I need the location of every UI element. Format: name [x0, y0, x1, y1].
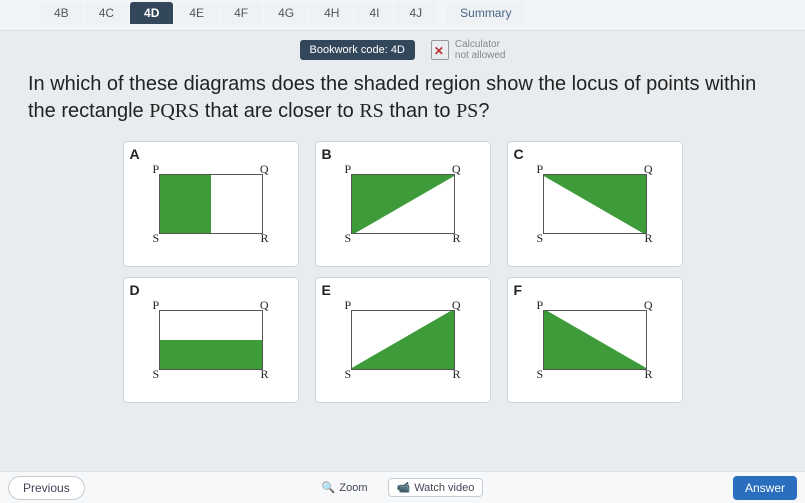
- diagram-e: P Q S R: [341, 300, 465, 380]
- bottom-bar: Previous 🔍 Zoom 📹 Watch video Answer: [0, 471, 805, 503]
- tab-4g[interactable]: 4G: [264, 2, 308, 24]
- diagram-b: P Q S R: [341, 164, 465, 244]
- option-f[interactable]: F P Q S R: [507, 277, 683, 403]
- tab-4d[interactable]: 4D: [130, 2, 173, 24]
- search-icon: 🔍: [322, 481, 336, 494]
- options-grid: A P Q S R B P Q S R C P Q S R: [0, 135, 805, 403]
- tab-summary[interactable]: Summary: [446, 2, 525, 24]
- diagram-d: P Q S R: [149, 300, 273, 380]
- tab-bar: 4B 4C 4D 4E 4F 4G 4H 4I 4J Summary: [0, 0, 805, 31]
- option-e[interactable]: E P Q S R: [315, 277, 491, 403]
- shaded-region: [544, 310, 647, 369]
- bookwork-badge: Bookwork code: 4D: [300, 40, 415, 60]
- diagram-c: P Q S R: [533, 164, 657, 244]
- shaded-region: [352, 175, 455, 234]
- calc-line2: not allowed: [455, 50, 506, 61]
- tab-4e[interactable]: 4E: [175, 2, 218, 24]
- calculator-icon: ✕: [431, 40, 449, 60]
- tab-4i[interactable]: 4I: [355, 2, 393, 24]
- zoom-button[interactable]: 🔍 Zoom: [322, 481, 368, 494]
- shaded-region: [351, 310, 454, 369]
- diagram-f: P Q S R: [533, 300, 657, 380]
- tab-4b[interactable]: 4B: [40, 2, 83, 24]
- question-text: In which of these diagrams does the shad…: [0, 67, 805, 135]
- tab-4j[interactable]: 4J: [395, 2, 436, 24]
- option-c[interactable]: C P Q S R: [507, 141, 683, 267]
- calc-line1: Calculator: [455, 39, 506, 50]
- tab-4c[interactable]: 4C: [85, 2, 128, 24]
- shaded-region: [160, 340, 262, 369]
- calculator-status: ✕ Calculator not allowed: [431, 39, 506, 61]
- option-b[interactable]: B P Q S R: [315, 141, 491, 267]
- answer-button[interactable]: Answer: [733, 476, 797, 500]
- option-letter: E: [322, 282, 331, 298]
- tab-4h[interactable]: 4H: [310, 2, 353, 24]
- diagram-a: P Q S R: [149, 164, 273, 244]
- option-letter: F: [514, 282, 523, 298]
- option-d[interactable]: D P Q S R: [123, 277, 299, 403]
- meta-row: Bookwork code: 4D ✕ Calculator not allow…: [0, 31, 805, 67]
- option-a[interactable]: A P Q S R: [123, 141, 299, 267]
- option-letter: C: [514, 146, 524, 162]
- option-letter: A: [130, 146, 140, 162]
- option-letter: D: [130, 282, 140, 298]
- previous-button[interactable]: Previous: [8, 476, 85, 500]
- option-letter: B: [322, 146, 332, 162]
- shaded-region: [543, 175, 646, 234]
- tab-4f[interactable]: 4F: [220, 2, 262, 24]
- watch-video-button[interactable]: 📹 Watch video: [388, 478, 484, 497]
- shaded-region: [160, 175, 211, 233]
- video-icon: 📹: [397, 481, 411, 494]
